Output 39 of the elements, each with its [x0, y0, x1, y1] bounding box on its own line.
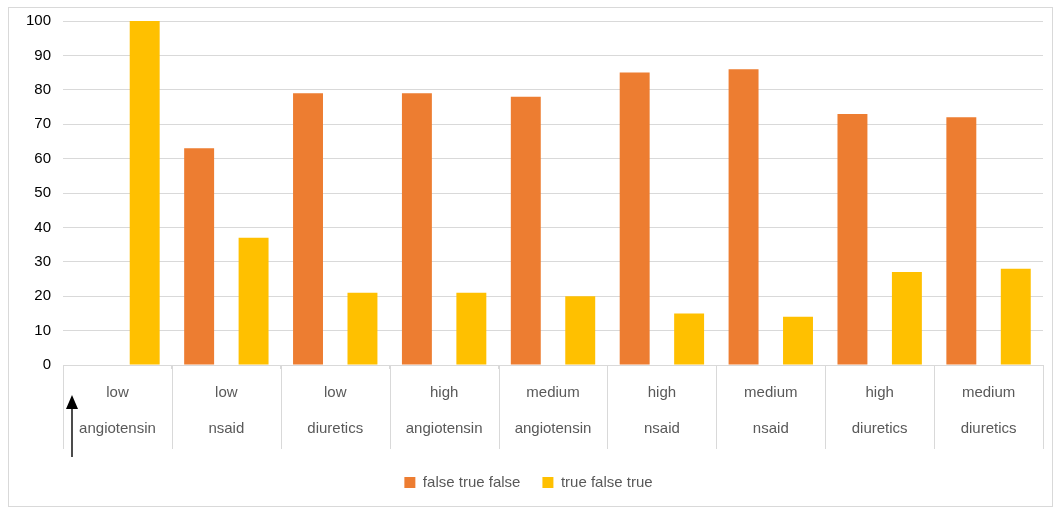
- y-tick-label: 90: [34, 45, 52, 63]
- bar: [510, 96, 541, 365]
- y-tick-label: 40: [34, 217, 52, 235]
- bar: [456, 292, 487, 365]
- y-tick-label: 50: [34, 183, 52, 201]
- bar: [401, 93, 432, 365]
- bar: [783, 316, 813, 365]
- category-label: medium angiotensin: [514, 383, 592, 437]
- bar: [293, 93, 323, 365]
- bar: [184, 148, 215, 365]
- bar: [946, 117, 977, 365]
- category-label: high angiotensin: [405, 383, 483, 437]
- legend-label: true false true: [560, 472, 653, 490]
- category-label: high nsaid: [643, 383, 680, 437]
- bar: [238, 237, 269, 365]
- y-tick-label: 60: [34, 148, 52, 166]
- y-tick-label: 80: [34, 79, 52, 97]
- category-label: high diuretics: [851, 383, 908, 437]
- bar: [129, 21, 160, 365]
- y-tick-label: 20: [34, 286, 52, 304]
- bar: [674, 313, 705, 365]
- y-tick-label: 0: [42, 355, 52, 373]
- bar: [1000, 268, 1031, 365]
- bar: [837, 113, 868, 365]
- bar: [728, 69, 759, 365]
- bar: [347, 292, 378, 365]
- category-label: medium nsaid: [744, 383, 798, 437]
- bar: [565, 296, 596, 365]
- category-label: low diuretics: [307, 383, 364, 437]
- y-tick-label: 100: [26, 11, 52, 29]
- y-tick-label: 30: [34, 251, 52, 269]
- category-label: medium diuretics: [960, 383, 1017, 437]
- legend-label: false true false: [422, 472, 521, 490]
- y-tick-label: 10: [34, 320, 52, 338]
- category-label: low nsaid: [208, 383, 245, 437]
- category-label: low angiotensin: [79, 383, 156, 437]
- bar: [891, 272, 922, 365]
- y-tick-label: 70: [34, 114, 52, 132]
- bar: [619, 72, 650, 365]
